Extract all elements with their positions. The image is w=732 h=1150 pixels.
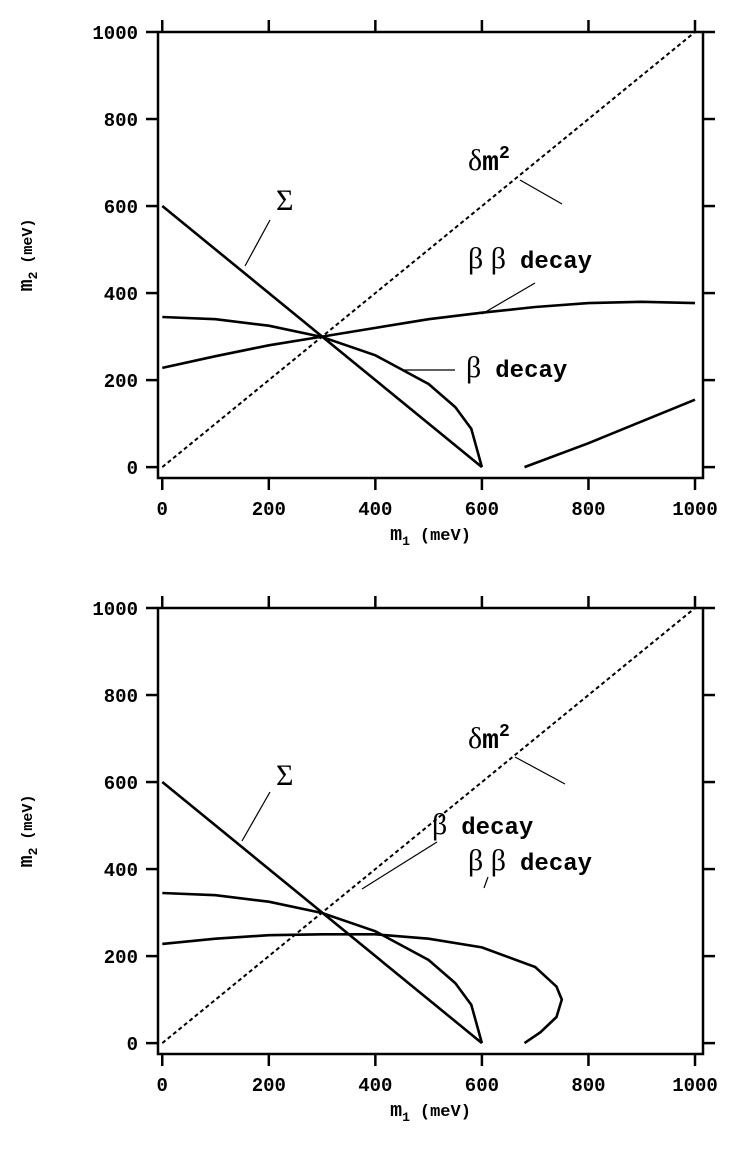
leader-line (241, 791, 271, 842)
annotation-text: decay (520, 851, 592, 878)
annotation-text: m (482, 726, 499, 757)
x-axis-label: m1 (meV) (390, 1100, 471, 1125)
plot-frame (156, 30, 705, 480)
leader-line (481, 282, 536, 315)
y-tick-label: 800 (104, 110, 138, 132)
annotation-text: m (482, 148, 499, 179)
annotation-greek: Σ (276, 759, 293, 792)
curve (161, 31, 696, 468)
curve (161, 607, 696, 1044)
x-tick-label: 1000 (672, 499, 718, 521)
x-tick-label: 600 (465, 1075, 499, 1097)
curve (162, 315, 484, 468)
annotation: δm2 (468, 144, 510, 179)
leader-line (483, 876, 489, 889)
annotation-greek: Σ (276, 184, 293, 217)
leader-line (514, 756, 566, 785)
y-label-main: m (16, 279, 39, 291)
annotation: β decay (432, 808, 533, 842)
leader-line (361, 841, 438, 890)
x-tick-label: 800 (571, 499, 605, 521)
x-tick-label: 0 (157, 1075, 168, 1097)
y-tick-label: 200 (104, 371, 138, 393)
x-tick-label: 600 (465, 499, 499, 521)
annotation-sup: 2 (499, 722, 510, 742)
annotation-greek: δ (468, 722, 482, 755)
y-tick-label: 600 (104, 773, 138, 795)
y-label-unit: (meV) (20, 795, 37, 840)
x-label-main: m (390, 1100, 402, 1123)
y-tick-label: 0 (127, 458, 138, 480)
annotation-greek: β β (468, 242, 506, 275)
y-tick-label: 600 (104, 197, 138, 219)
annotation-sup: 2 (499, 144, 510, 164)
annotation-text: decay (495, 358, 567, 385)
x-tick-label: 400 (358, 499, 392, 521)
annotation-greek: β β (468, 844, 506, 877)
x-tick-label: 200 (252, 499, 286, 521)
annotation: β β decay (468, 844, 592, 878)
x-label-sub: 1 (402, 534, 410, 549)
x-tick-label: 0 (157, 499, 168, 521)
x-label-sub: 1 (402, 1110, 410, 1125)
x-tick-label: 800 (571, 1075, 605, 1097)
x-tick-label: 1000 (672, 1075, 718, 1097)
curve (162, 891, 484, 1044)
x-label-unit: (meV) (420, 1103, 471, 1122)
leader-line (519, 179, 563, 205)
curve (162, 933, 564, 1045)
annotation-text: decay (520, 249, 592, 276)
y-tick-label: 200 (104, 947, 138, 969)
annotation-greek: δ (468, 144, 482, 177)
plot-frame (156, 606, 705, 1056)
annotation-greek: β (432, 808, 447, 841)
y-label-sub: 2 (26, 271, 41, 279)
y-tick-label: 1000 (92, 23, 138, 45)
annotation: β β decay (468, 242, 592, 276)
y-label-main: m (16, 855, 39, 867)
x-axis-label: m1 (meV) (390, 524, 471, 549)
x-tick-label: 400 (358, 1075, 392, 1097)
annotation: δm2 (468, 722, 510, 757)
x-label-main: m (390, 524, 402, 547)
y-axis-label: m2 (meV) (16, 795, 41, 868)
y-tick-label: 400 (104, 284, 138, 306)
annotation: β decay (466, 351, 567, 385)
y-label-unit: (meV) (20, 219, 37, 264)
curve (162, 300, 696, 469)
x-tick-label: 200 (252, 1075, 286, 1097)
annotation-text: decay (461, 815, 533, 842)
y-tick-label: 800 (104, 686, 138, 708)
y-tick-label: 400 (104, 860, 138, 882)
x-label-unit: (meV) (420, 527, 471, 546)
leader-line (244, 219, 271, 267)
annotation-greek: β (466, 351, 481, 384)
annotation: Σ (276, 184, 293, 217)
y-tick-label: 0 (127, 1034, 138, 1056)
y-label-sub: 2 (26, 847, 41, 855)
annotation: Σ (276, 759, 293, 792)
y-axis-label: m2 (meV) (16, 219, 41, 292)
y-tick-label: 1000 (92, 599, 138, 621)
